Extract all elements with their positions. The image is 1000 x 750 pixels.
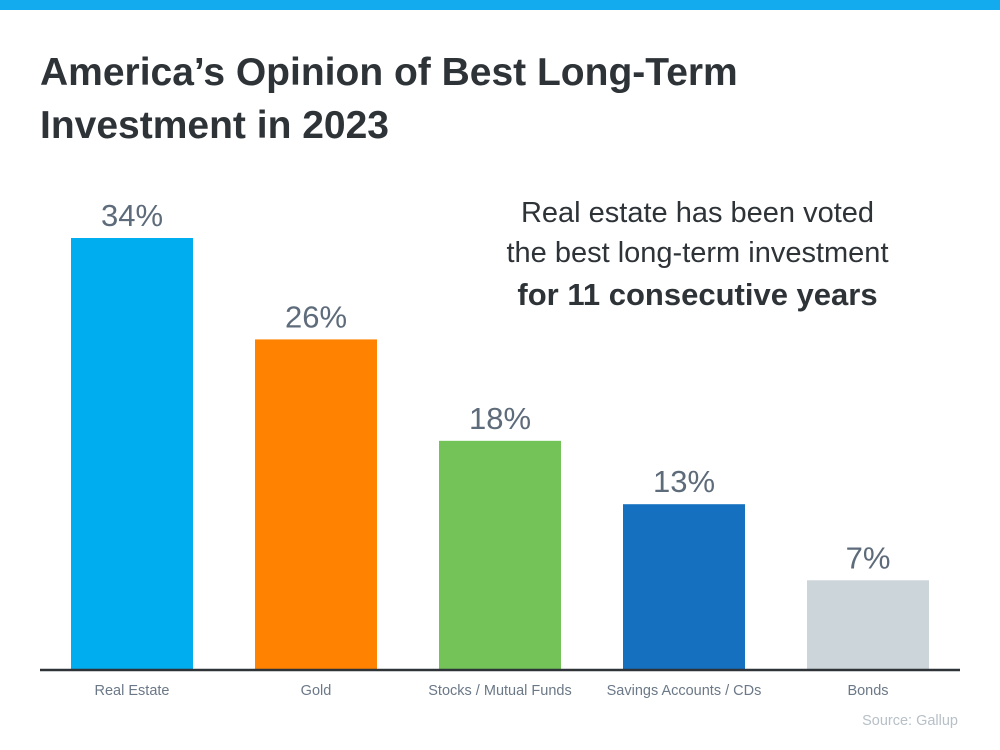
x-tick-label: Stocks / Mutual Funds (428, 683, 571, 699)
bar (623, 504, 745, 669)
source-note: Source: Gallup (862, 713, 958, 729)
data-label: 26% (285, 299, 347, 334)
x-tick-label: Gold (301, 683, 332, 699)
title-line-2: Investment in 2023 (40, 104, 389, 147)
chart-title: America’s Opinion of Best Long-Term Inve… (40, 46, 738, 152)
data-label: 18% (469, 401, 531, 436)
x-tick-label: Real Estate (95, 683, 170, 699)
bar (439, 440, 561, 669)
data-label: 34% (101, 198, 163, 233)
annotation-line-1: Real estate has been voted (520, 197, 875, 229)
data-label: 13% (653, 464, 715, 499)
top-accent-bar (0, 0, 1000, 10)
annotation-line-2: the best long-term investment (506, 237, 889, 269)
annotation: Real estate has been voted the best long… (440, 193, 955, 315)
x-tick-label: Savings Accounts / CDs (607, 683, 762, 699)
bar (71, 238, 193, 669)
bar (255, 339, 377, 669)
x-tick-label: Bonds (847, 683, 888, 699)
annotation-line-3: for 11 consecutive years (517, 277, 878, 312)
data-label: 7% (846, 540, 891, 575)
bar (807, 580, 929, 669)
title-line-1: America’s Opinion of Best Long-Term (40, 51, 738, 94)
